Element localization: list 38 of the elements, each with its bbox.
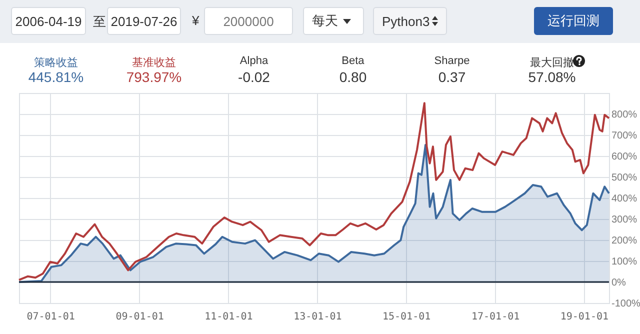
text: Sharpe xyxy=(433,55,471,67)
y-tick-label: 200% xyxy=(612,236,638,246)
text: 每天 xyxy=(312,12,338,30)
text: 793.97% xyxy=(125,69,183,85)
y-tick-label: 700% xyxy=(612,130,638,142)
text: Python3 xyxy=(382,14,430,28)
y-tick-label: 300% xyxy=(612,214,638,226)
y-tick-label: 0% xyxy=(612,278,626,288)
x-tick-label: 07-01-01 xyxy=(26,312,75,322)
text: 最大回撤 xyxy=(529,56,575,70)
x-tick-label: 17-01-01 xyxy=(471,312,520,322)
x-tick-label: 09-01-01 xyxy=(116,312,164,322)
y-tick-label: 400% xyxy=(612,194,638,204)
text: 445.81% xyxy=(27,69,85,85)
text: Beta xyxy=(340,55,366,67)
text: -0.02 xyxy=(237,69,271,85)
line-series xyxy=(18,102,610,281)
y-tick-label: 100% xyxy=(612,256,638,268)
text: 0.37 xyxy=(437,69,467,85)
y-tick-label: 600% xyxy=(612,152,638,162)
text: 基准收益 xyxy=(131,56,177,70)
text: 57.08% xyxy=(527,69,577,85)
x-tick-label: 15-01-01 xyxy=(382,312,431,322)
text: Alpha xyxy=(238,55,270,67)
x-tick-label: 19-01-01 xyxy=(560,312,609,322)
text: 运行回测 xyxy=(548,12,600,30)
text: 2006-04-19 xyxy=(15,14,82,28)
x-tick-label: 11-01-01 xyxy=(204,312,253,322)
text: 2000000 xyxy=(223,14,274,28)
text: 0.80 xyxy=(338,69,368,85)
y-tick-label: 500% xyxy=(612,172,638,184)
y-tick-label: -100% xyxy=(612,298,640,310)
x-tick-label: 13-01-01 xyxy=(294,312,342,322)
text: 策略收益 xyxy=(33,56,79,70)
y-tick-label: 800% xyxy=(612,110,638,120)
text: 2019-07-26 xyxy=(110,14,178,28)
text: ¥ xyxy=(192,13,200,28)
text: 至 xyxy=(93,13,106,31)
